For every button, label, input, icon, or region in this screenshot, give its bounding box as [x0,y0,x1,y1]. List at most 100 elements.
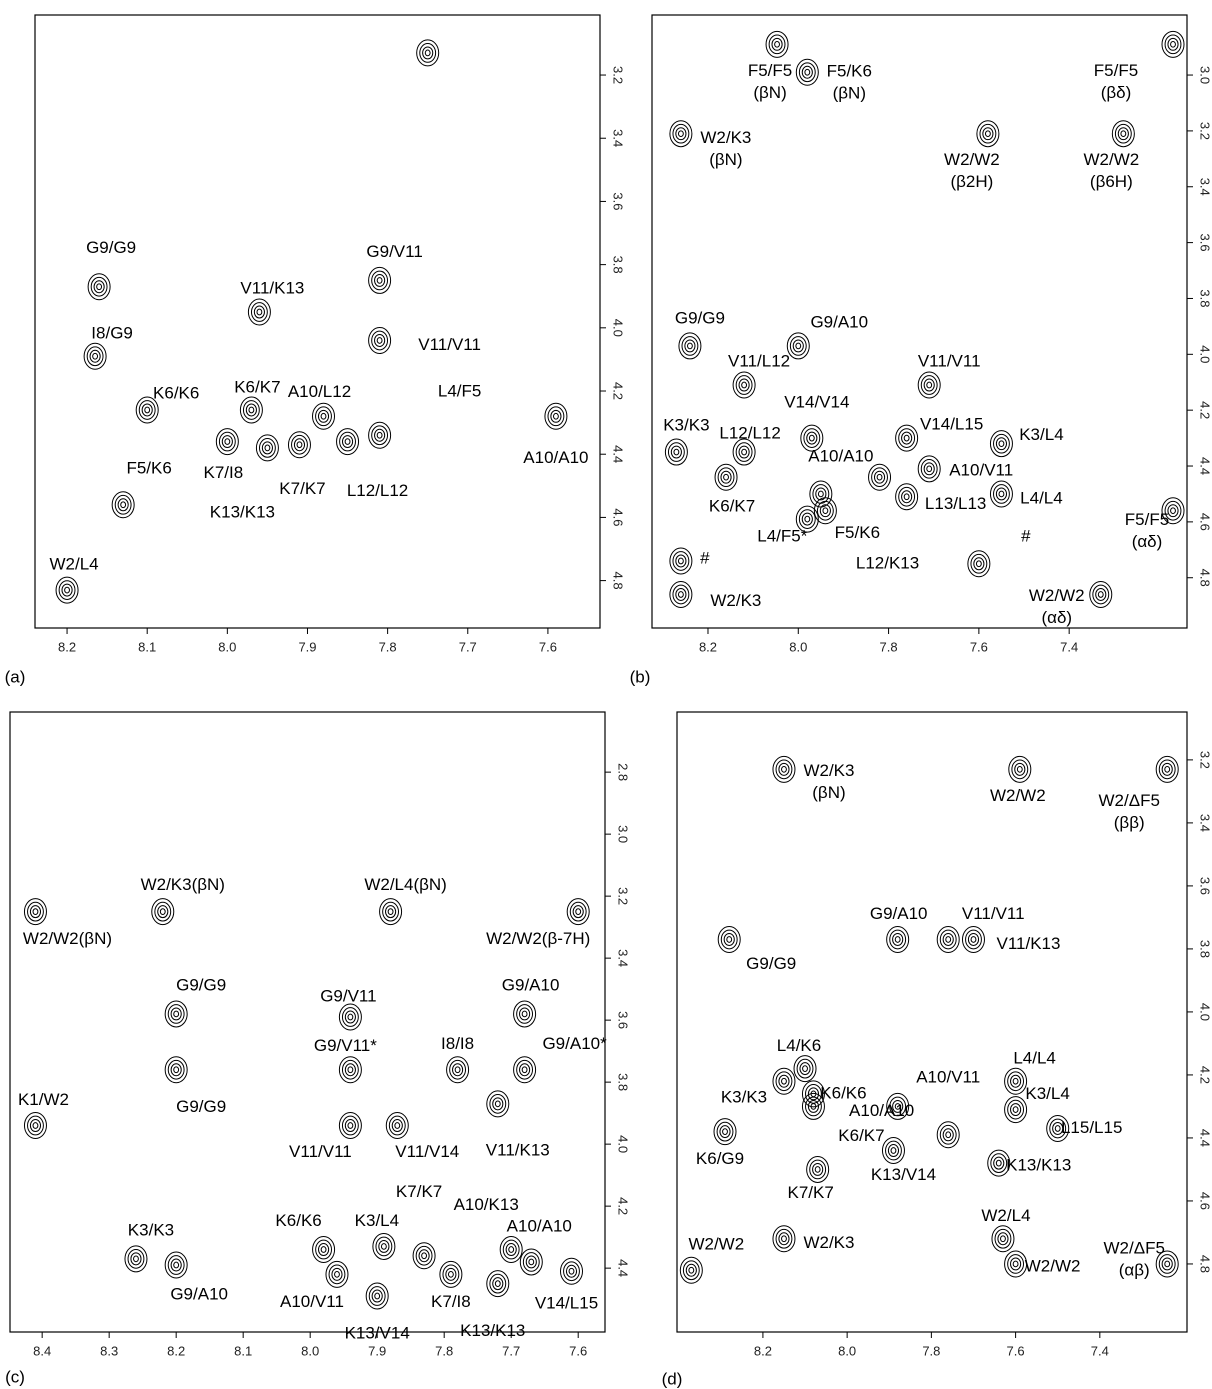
contour-ring [1096,589,1106,601]
x-tick-label: 8.0 [218,639,236,654]
contour-ring [998,1233,1008,1245]
peak-label: A10/A10 [808,446,873,465]
peak-label: L15/L15 [1061,1118,1122,1137]
y-tick-label: 3.8 [1198,289,1212,307]
contour-ring [93,353,98,359]
peak-label: W2/W2(β-7H) [486,929,590,948]
peak-label: G9/A10 [870,904,928,923]
contour-ring [1121,131,1126,137]
peak-label: L4/L4 [1020,488,1063,507]
contour-ring [395,1123,400,1129]
y-tick-label: 4.2 [1198,401,1212,419]
x-tick-label: 7.9 [298,639,316,654]
contour-ring [554,413,559,419]
contour-ring [377,432,382,438]
contour-ring [815,1167,820,1173]
y-tick-label: 3.6 [1198,877,1212,895]
contour-ring [566,1265,576,1277]
peak-label: W2/K3 [710,591,761,610]
contour-ring [724,933,734,945]
peak-label: K7/K7 [396,1182,442,1201]
peak-label: I8/I8 [441,1034,474,1053]
peak-label: K6/K7 [234,377,280,396]
y-tick-label: 4.2 [611,382,626,400]
contour-ring [874,471,884,483]
contour-ring [823,508,828,514]
peak-label: I8/G9 [91,324,133,343]
contour-ring [927,382,932,388]
contour-ring [522,1011,527,1017]
contour-ring [318,410,328,422]
peak-label: A10/V11 [280,1292,344,1311]
contour-ring [249,407,254,413]
peak-label: W2/W2 [990,786,1046,805]
contour-ring [419,1250,429,1262]
y-tick-label: 3.6 [1198,234,1212,252]
peak-label: W2/L4 [981,1206,1030,1225]
contour-ring [779,1075,789,1087]
y-tick-label: 3.4 [611,129,626,147]
peak-label: V11/K13 [996,934,1060,953]
y-tick-label: 2.8 [616,763,631,781]
contour-ring [222,436,232,448]
contour-ring [62,584,72,596]
peak-label: V11/K13 [486,1140,550,1159]
contour-ring [772,38,782,50]
contour-ring [999,441,1004,447]
contour-ring [803,1066,808,1072]
contour-ring [375,274,385,286]
contour-ring [33,909,38,915]
contour-ring [425,50,430,56]
y-tick-label: 4.6 [1198,1192,1212,1210]
contour-ring [392,1120,402,1132]
peak-note: (βN) [709,150,742,169]
peak-label: K3/L4 [1025,1084,1069,1103]
contour-ring [33,1123,38,1129]
contour-ring [522,1067,527,1073]
contour-ring [422,1253,427,1259]
x-tick-label: 8.1 [138,639,156,654]
peak-note: (βδ) [1101,83,1132,102]
contour-ring [674,449,679,455]
peak-label: K13/K13 [1006,1156,1071,1175]
contour-ring [782,1078,787,1084]
contour-ring [1013,1078,1018,1084]
contour-ring [721,471,731,483]
contour-ring [805,69,810,75]
y-tick-label: 3.4 [616,949,631,967]
y-tick-label: 3.2 [1198,751,1212,769]
contour-ring [943,933,953,945]
y-tick-label: 3.8 [1198,940,1212,958]
contour-ring [171,1008,181,1020]
contour-ring [720,1126,730,1138]
peak-label: K7/K7 [788,1183,834,1202]
contour-ring [1011,1258,1021,1270]
x-tick-label: 8.2 [754,1343,772,1358]
contour-ring [551,410,561,422]
contour-ring [1165,766,1170,772]
peak-label: W2/W2 [688,1235,744,1254]
peak-label: K3/K3 [128,1220,174,1239]
peak-label: G9/A10 [502,975,560,994]
peak-label: V11/V11 [418,335,481,354]
y-tick-label: 3.2 [616,887,631,905]
peak-label: V11/V11 [289,1142,352,1161]
contour-ring [121,502,126,508]
y-tick-label: 3.6 [611,192,626,210]
peak-label: F5/F5 [1125,510,1169,529]
contour-ring [174,1262,179,1268]
y-tick-label: 3.8 [611,256,626,274]
peak-label: V11/L12 [728,352,790,371]
contour-ring [902,432,912,444]
peak-label: G9/G9 [86,238,136,257]
contour-ring [345,1120,355,1132]
y-tick-label: 4.4 [1198,1129,1212,1147]
peak-label: L4/L4 [1013,1049,1056,1068]
contour-ring [904,494,909,500]
contour-ring [576,909,581,915]
contour-ring [506,1244,516,1256]
contour-ring [423,47,433,59]
contour-ring [1017,766,1022,772]
contour-ring [813,1163,823,1175]
contour-ring [332,1268,342,1280]
